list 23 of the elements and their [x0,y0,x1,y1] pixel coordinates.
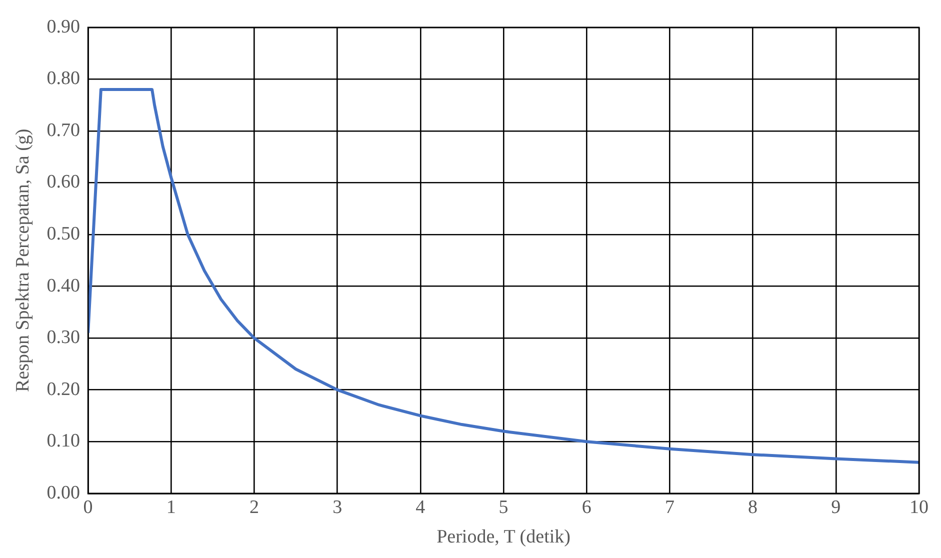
y-tick-label: 0.90 [46,16,80,38]
y-axis-title: Respon Spektra Percepatan, Sa (g) [12,128,34,392]
y-tick-label: 0.50 [46,223,80,244]
x-tick-label: 10 [910,496,928,518]
y-tick-label: 0.00 [46,482,80,504]
x-tick-label: 3 [332,496,342,518]
y-tick-label: 0.40 [46,275,80,296]
x-tick-label: 1 [166,496,176,518]
y-tick-label: 0.80 [46,68,80,90]
x-tick-label: 4 [416,496,426,518]
x-axis-title: Periode, T (detik) [436,526,570,548]
x-tick-label: 0 [83,496,93,518]
y-tick-label: 0.20 [46,378,80,400]
x-tick-label: 7 [664,496,674,518]
y-tick-label: 0.10 [46,430,80,452]
x-tick-label: 5 [498,496,508,518]
y-tick-label: 0.60 [46,172,80,193]
y-tick-label: 0.30 [46,327,80,348]
x-tick-label: 9 [831,496,841,518]
x-tick-label: 8 [748,496,758,518]
x-tick-label: 2 [249,496,259,518]
y-tick-label: 0.70 [46,120,80,141]
x-tick-label: 6 [582,496,592,518]
